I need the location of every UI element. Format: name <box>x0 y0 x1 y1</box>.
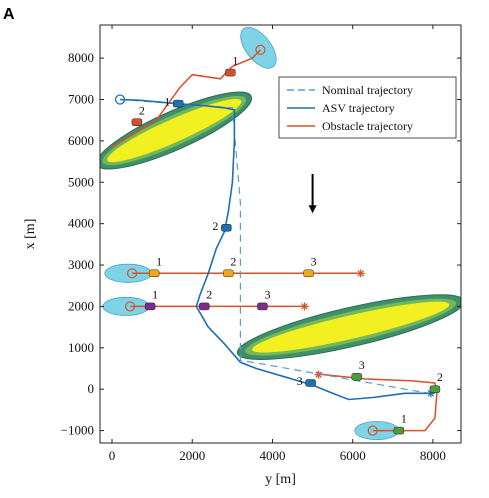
obstacle-vessel-marker-label: 2 <box>230 254 236 268</box>
y-axis-label: x [m] <box>23 219 38 250</box>
obstacle-zone <box>240 26 277 69</box>
obstacle-start-marker <box>255 44 266 55</box>
hazard-zone-inner <box>252 301 450 353</box>
x-tick-label: 2000 <box>179 448 205 463</box>
obstacle-vessel-marker <box>144 302 156 311</box>
plot-area: 1 2 1 2 3 1 2 3 1 2 3 1 2 3 <box>100 26 461 441</box>
legend: Nominal trajectory ASV trajectory Obstacle… <box>278 76 457 139</box>
direction-arrow-head <box>308 205 317 214</box>
obstacle-start-marker <box>124 301 136 312</box>
asv-vessel-marker-label: 3 <box>297 374 303 388</box>
obstacle-vessel-marker <box>223 269 234 278</box>
obstacle-vessel-marker <box>199 302 210 311</box>
obstacle-vessel-marker <box>131 118 143 127</box>
obstacle-start-marker <box>126 268 138 279</box>
hazard-zone-inner <box>107 98 242 163</box>
obstacle-vessel-marker <box>303 269 314 278</box>
x-tick-label: 6000 <box>340 448 366 463</box>
y-tick-label: 7000 <box>68 91 94 106</box>
obstacle-vessel-marker-label: 1 <box>152 287 158 301</box>
obstacle-end-marker <box>356 269 365 278</box>
obstacle-vessel-marker-label: 2 <box>437 370 443 384</box>
obstacle-vessel-marker-label: 1 <box>232 54 238 68</box>
axes-frame <box>99 24 462 444</box>
asv-vessel-marker <box>221 224 232 232</box>
obstacle-vessel-marker-label: 2 <box>139 103 145 117</box>
obstacle-vessel-marker <box>393 426 405 435</box>
obstacle-vessel-marker <box>351 373 362 381</box>
y-tick-label: 3000 <box>68 257 94 272</box>
obstacle-vessel-marker-label: 3 <box>264 287 270 301</box>
obstacle-vessel-marker-label: 1 <box>156 254 162 268</box>
x-tick-label: 0 <box>109 448 116 463</box>
plot-content <box>100 26 461 441</box>
obstacle-vessel-marker-label: 3 <box>359 358 365 372</box>
panel-label: A <box>3 6 15 23</box>
axes: 0 2000 4000 6000 8000 −1000 0 1000 2000 3000 4000 5… <box>23 24 462 487</box>
y-tick-label: 5000 <box>68 174 94 189</box>
obstacle-start-marker <box>367 425 378 436</box>
obstacle-vessel-marker-label: 1 <box>401 412 407 426</box>
y-tick-label: 0 <box>88 381 95 396</box>
obstacle-vessel-marker <box>429 385 441 393</box>
asv-vessel-marker <box>305 379 316 387</box>
y-tick-label: 8000 <box>68 50 94 65</box>
legend-entry: ASV trajectory <box>322 101 395 115</box>
legend-entry: Nominal trajectory <box>322 83 413 97</box>
obstacle-vessel-marker <box>225 68 236 77</box>
x-tick-label: 4000 <box>259 448 285 463</box>
y-tick-label: 4000 <box>68 216 94 231</box>
asv-vessel-marker <box>172 99 184 108</box>
asv-start-marker <box>114 94 126 105</box>
obstacle-vessel-marker-label: 2 <box>206 287 212 301</box>
y-tick-label: 6000 <box>68 133 94 148</box>
asv-vessel-marker-label: 2 <box>212 219 218 233</box>
obstacle-vessel-marker <box>257 302 268 311</box>
obstacle-trajectory <box>111 49 261 148</box>
asv-vessel-marker-label: 1 <box>164 95 170 109</box>
x-axis-label: y [m] <box>265 472 296 487</box>
obstacle-vessel-marker-label: 3 <box>311 254 317 268</box>
legend-entry: Obstacle trajectory <box>322 119 413 133</box>
obstacle-end-marker <box>300 302 309 311</box>
y-tick-label: 1000 <box>68 340 94 355</box>
y-tick-label: 2000 <box>68 298 94 313</box>
x-tick-label: 8000 <box>420 448 446 463</box>
y-tick-label: −1000 <box>61 423 94 438</box>
obstacle-vessel-marker <box>148 269 160 278</box>
asv-trajectory-line <box>120 98 431 401</box>
